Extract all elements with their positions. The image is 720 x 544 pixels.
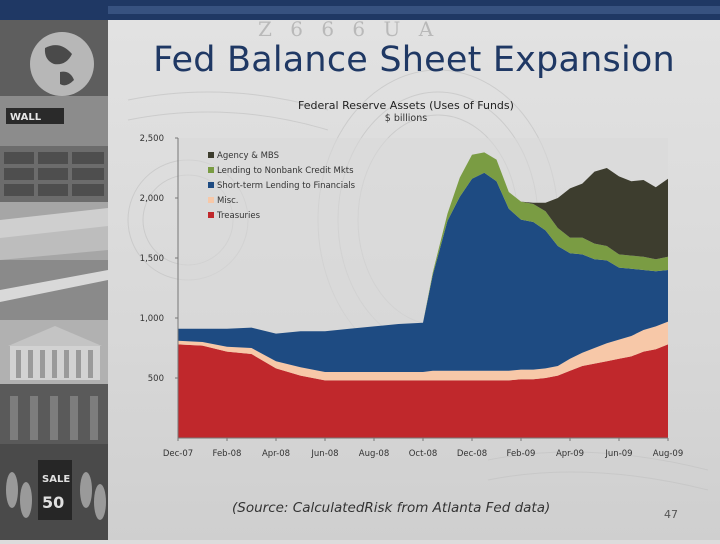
y-tick-label: 2,500	[140, 134, 164, 144]
legend-swatch	[208, 197, 214, 203]
svg-text:WALL: WALL	[10, 112, 42, 123]
legend-swatch	[208, 182, 214, 188]
top-bar-banner	[108, 6, 720, 14]
area-series-short-term-lending-to-financials	[178, 172, 668, 372]
legend-swatch	[208, 212, 214, 218]
x-tick-label: Dec-08	[457, 449, 487, 459]
photo-collage-strip: WALL SALE 50	[0, 20, 108, 540]
chart-title: Federal Reserve Assets (Uses of Funds)	[298, 99, 514, 112]
svg-text:50: 50	[42, 493, 64, 512]
legend-label: Misc.	[217, 196, 239, 206]
area-series-lending-to-nonbank-credit-mkts	[178, 152, 668, 334]
y-tick-label: 1,000	[140, 314, 164, 324]
x-tick-label: Dec-07	[163, 449, 193, 459]
x-tick-label: Apr-09	[556, 449, 584, 459]
source-note: (Source: CalculatedRisk from Atlanta Fed…	[232, 500, 551, 516]
legend-swatch	[208, 167, 214, 173]
svg-text:SALE: SALE	[42, 474, 70, 485]
legend-label: Lending to Nonbank Credit Mkts	[217, 166, 354, 176]
legend-label: Agency & MBS	[217, 151, 279, 161]
y-tick-label: 500	[148, 374, 164, 384]
x-tick-label: Apr-08	[262, 449, 290, 459]
legend-label: Short-term Lending to Financials	[217, 181, 356, 191]
chart-legend: Agency & MBS Lending to Nonbank Credit Mk…	[208, 151, 356, 221]
banknote-serial: Z 6 6 6 U A	[258, 20, 439, 41]
area-series-treasuries	[178, 344, 668, 438]
x-tick-label: Feb-09	[507, 449, 536, 459]
chart-subtitle: $ billions	[385, 113, 427, 124]
legend-swatch	[208, 152, 214, 158]
chart-axes: 500 1,000 1,500 2,000 2,500 Dec-07 Feb-08 Apr-0…	[140, 134, 684, 459]
stacked-areas	[178, 138, 668, 438]
x-tick-label: Aug-09	[653, 449, 683, 459]
photo-collage: WALL SALE 50	[0, 20, 108, 540]
y-tick-label: 2,000	[140, 194, 164, 204]
legend-label: Treasuries	[216, 211, 261, 221]
slide-title: Fed Balance Sheet Expansion	[153, 40, 675, 80]
x-tick-label: Oct-08	[409, 449, 438, 459]
x-tick-label: Feb-08	[213, 449, 242, 459]
top-bar	[0, 0, 720, 20]
x-tick-label: Aug-08	[359, 449, 389, 459]
x-tick-label: Jun-09	[604, 449, 632, 459]
y-tick-label: 1,500	[140, 254, 164, 264]
x-tick-label: Jun-08	[310, 449, 338, 459]
page-number: 47	[664, 508, 678, 521]
